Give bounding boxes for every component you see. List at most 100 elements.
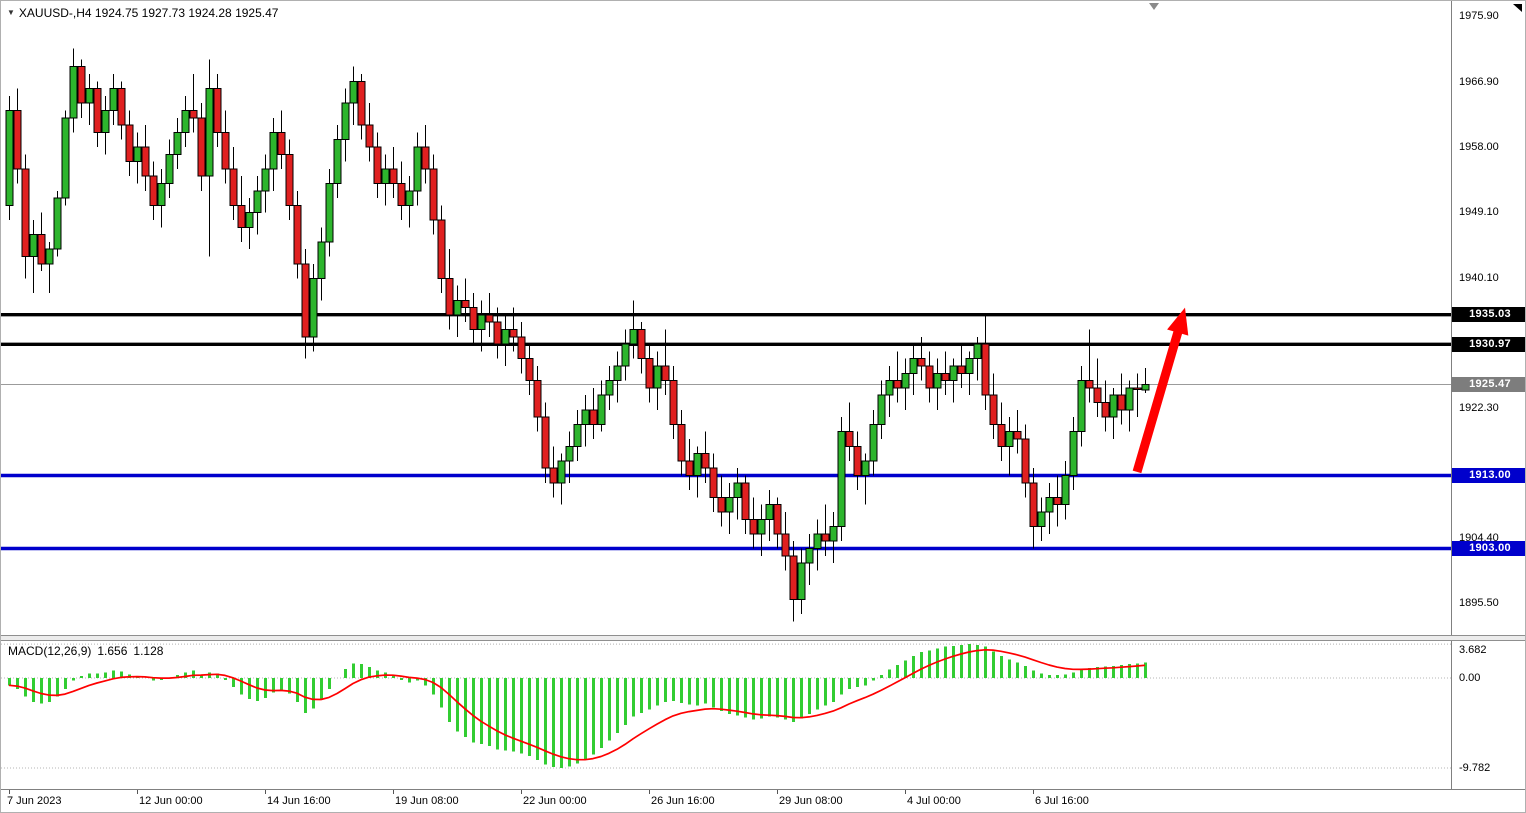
panel-divider-handle[interactable] [1,635,1525,641]
bull-candle [861,460,870,476]
bull-candle [69,66,78,119]
bear-candle [397,183,406,206]
bear-candle [525,358,534,382]
bear-candle [373,146,382,184]
time-axis-label: 19 Jun 08:00 [395,795,459,807]
price-tick-label: 1966.90 [1459,76,1499,89]
macd-main-value: 1.656 [97,644,128,658]
chart-shift-marker-icon[interactable] [1149,3,1159,10]
bull-candle [317,241,326,279]
time-scale[interactable]: 7 Jun 2023 12 Jun 00:00 14 Jun 16:00 19 Jun… [1,789,1525,812]
bull-candle [309,277,318,338]
bull-candle [1077,380,1086,433]
time-axis-label: 6 Jul 16:00 [1035,795,1089,807]
bear-candle [541,416,550,469]
bear-candle [357,80,366,126]
bear-candle [429,168,438,221]
time-axis-label: 7 Jun 2023 [7,795,62,807]
bull-candle [413,146,422,192]
bear-candle [221,131,230,170]
bear-candle [1053,496,1062,506]
bear-candle [957,365,966,374]
bear-candle [389,168,398,184]
bear-candle [637,329,646,360]
trend-arrow-shaft[interactable] [1132,323,1185,474]
bull-candle [453,299,462,316]
bear-candle [293,204,302,265]
bear-candle [549,467,558,484]
bull-candle [653,365,662,389]
bull-candle [1069,431,1078,477]
bear-candle [1101,402,1110,418]
macd-tick-label: 0.00 [1459,671,1481,684]
bear-candle [701,453,710,469]
bear-candle [93,88,102,133]
bull-candle [813,533,822,550]
time-axis-label: 12 Jun 00:00 [139,795,203,807]
bull-candle [85,88,94,104]
bear-candle [853,445,862,476]
bull-candle [5,110,14,206]
bear-candle [125,124,134,163]
macd-canvas[interactable] [1,641,1451,789]
bear-candle [1013,431,1022,440]
time-axis-tick [521,790,522,794]
bear-candle [1093,387,1102,403]
price-scale[interactable]: 1975.90 1966.90 1958.00 1949.10 1940.10 1922.… [1451,1,1525,789]
bear-candle [493,321,502,345]
bear-candle [469,307,478,331]
bull-candle [965,358,974,374]
bull-candle [901,372,910,389]
bear-candle [149,175,158,206]
bear-candle [1021,438,1030,484]
bull-candle [597,394,606,425]
bull-candle [621,343,630,367]
bull-candle [269,131,278,170]
bull-candle [933,372,942,389]
price-tick-label: 1922.30 [1459,401,1499,414]
bear-candle [773,504,782,535]
bear-candle [749,518,758,535]
bear-candle [1133,387,1142,391]
price-tick-label: 1958.00 [1459,140,1499,153]
bull-candle [565,445,574,462]
time-axis-tick [777,790,778,794]
time-axis-tick [9,790,10,794]
bear-candle [285,153,294,206]
bear-candle [589,409,598,425]
bear-candle [717,496,726,513]
bull-candle [261,168,270,192]
bull-candle [1125,387,1134,411]
bull-candle [165,153,174,185]
bull-candle [573,423,582,447]
price-chart-canvas[interactable] [1,1,1451,635]
bull-candle [133,146,142,163]
bear-candle [421,146,430,170]
macd-panel[interactable] [1,641,1451,789]
scale-corner-marker-icon [1513,4,1522,12]
bull-candle [757,518,766,535]
trend-arrow-head[interactable] [1167,307,1189,336]
time-axis-tick [1033,790,1034,794]
bull-candle [629,329,638,345]
bear-candle [677,423,686,462]
bear-candle [213,88,222,133]
bear-candle [533,380,542,418]
bear-candle [989,394,998,425]
price-tick-label: 1940.10 [1459,271,1499,284]
bull-candle [349,80,358,104]
bull-candle [877,394,886,425]
bear-candle [741,482,750,520]
bear-candle [77,66,86,104]
bear-candle [1029,482,1038,528]
bear-candle [189,110,198,119]
bear-candle [925,365,934,389]
time-axis-tick [265,790,266,794]
bull-candle [205,88,214,177]
price-level-badge-1913.00: 1913.00 [1452,467,1525,483]
bull-candle [253,190,262,214]
bear-candle [669,380,678,425]
bear-candle [37,234,46,265]
bear-candle [789,555,798,601]
bull-candle [1061,475,1070,506]
